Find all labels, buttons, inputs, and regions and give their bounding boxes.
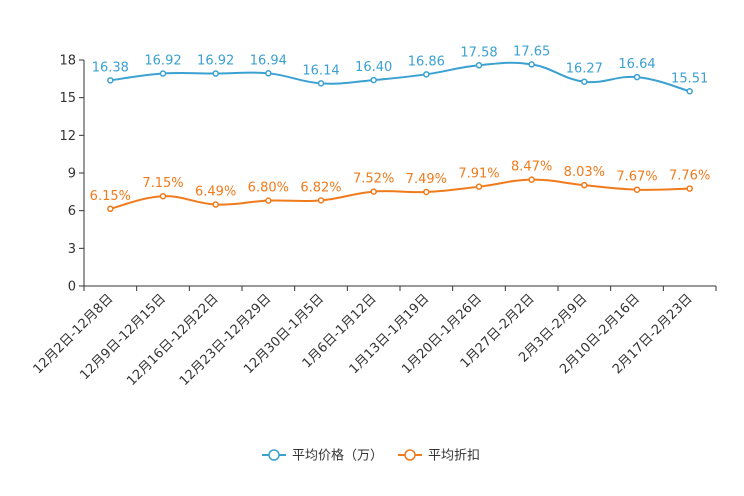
series-line [110,178,690,210]
legend-label: 平均折扣 [428,449,480,464]
data-point [423,188,430,196]
series-line [110,61,690,93]
data-point [159,192,167,200]
data-point [265,197,272,204]
data-point [633,186,641,193]
y-tick-label: 0 [68,280,76,295]
data-point [528,176,535,183]
legend-label: 平均价格（万） [292,448,383,464]
data-label: 6.82% [300,180,341,195]
data-point [370,188,377,195]
y-tick-label: 9 [68,167,76,182]
data-point [686,185,693,192]
legend-item: 平均价格（万） [262,448,383,464]
data-label: 7.67% [616,170,657,185]
data-label: 16.86 [408,54,445,69]
data-label: 8.03% [564,165,605,180]
data-label: 6.49% [195,185,236,200]
data-label: 16.14 [302,63,339,78]
data-label: 16.27 [566,62,603,77]
data-point [581,78,588,85]
legend-item: 平均折扣 [398,449,480,464]
data-label: 16.38 [92,60,129,75]
series-2: 6.15% 7.15% 6.49% 6.80% 6.82% 7.52% 7.49% 7.91%… [90,160,710,213]
data-point [212,70,219,77]
data-label: 17.58 [460,45,497,60]
data-label: 7.91% [458,167,499,182]
data-point [317,197,325,204]
data-label: 8.47% [511,160,552,175]
data-point [686,88,693,95]
y-tick-label: 18 [59,54,76,69]
data-point [633,73,641,81]
data-label: 16.92 [197,54,234,69]
data-point [265,70,272,77]
y-tick-label: 15 [59,91,76,106]
y-tick-label: 6 [68,204,76,219]
y-tick-label: 3 [68,242,76,257]
data-point [370,76,377,84]
data-label: 7.49% [406,172,447,187]
data-point [317,80,325,87]
data-label: 7.15% [142,176,183,191]
data-point [528,61,535,68]
x-tick-label: 12月16日-12月22日 [124,291,221,388]
legend-marker-icon [268,449,280,461]
data-label: 6.15% [90,189,131,204]
series-1: 16.38 16.92 16.92 16.94 16.14 16.40 16.86 17.58… [92,44,708,95]
chart-series: 16.38 16.92 16.92 16.94 16.14 16.40 16.86 17.58… [90,44,710,213]
data-point [107,205,114,213]
data-label: 16.64 [618,57,655,72]
chart-axes: 036912151812月2日-12月8日12月9日-12月15日12月16日-… [31,54,717,389]
data-label: 17.65 [513,44,550,59]
data-point [475,62,483,69]
data-label: 7.52% [353,172,394,187]
data-point [581,181,588,189]
data-label: 15.51 [671,71,708,86]
data-label: 7.76% [669,169,710,184]
data-point [107,77,114,84]
chart-legend: 平均价格（万） 平均折扣 [262,448,480,464]
data-point [212,201,219,208]
data-label: 16.92 [144,54,181,69]
data-point [475,183,483,190]
data-point [159,70,167,77]
data-point [423,71,430,78]
x-tick-label: 12月23日-12月29日 [177,291,274,388]
y-tick-label: 12 [59,129,76,144]
data-label: 6.80% [248,181,289,196]
data-label: 16.40 [355,60,392,75]
data-label: 16.94 [250,53,287,68]
legend-marker-icon [404,449,416,461]
